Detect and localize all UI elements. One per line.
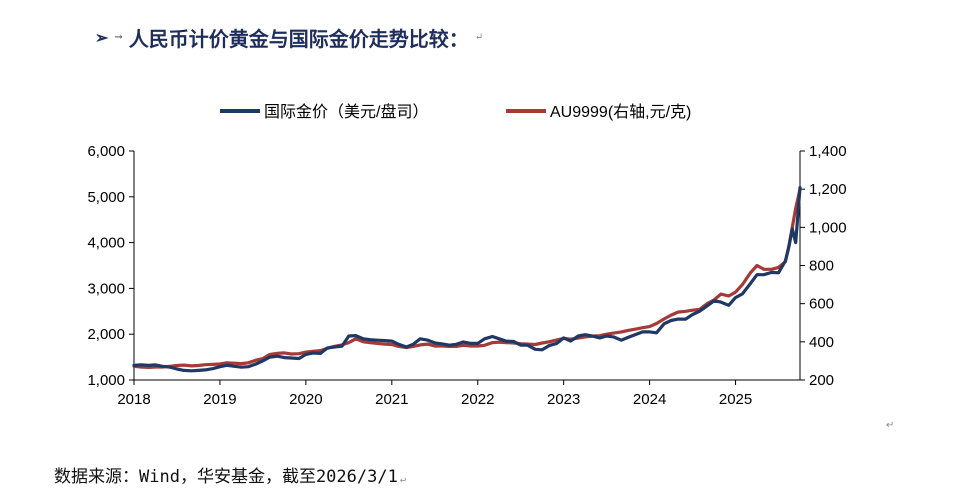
source-text: 数据来源：Wind，华安基金，截至2026/3/1 [54,467,398,487]
y-left-tick-label: 4,000 [87,235,125,252]
x-tick-label: 2021 [375,391,408,408]
y-left-tick-label: 2,000 [87,326,125,343]
y-left-tick-label: 5,000 [87,189,125,206]
y-right-tick-label: 800 [809,258,834,275]
gold-price-chart: 1,000 2,000 3,000 4,000 5,000 6,000 200 400 600 8… [87,102,847,408]
legend-au9999-label: AU9999(右轴,元/克) [550,103,691,121]
x-tick-label: 2025 [719,391,752,408]
y-right-tick-label: 1,400 [809,143,847,160]
x-tick-label: 2019 [203,391,236,408]
paragraph-mark-icon: ↵ [886,420,895,431]
x-tick-label: 2023 [547,391,580,408]
y-right-tick-label: 600 [809,296,834,313]
tab-arrow-icon: → [114,31,123,43]
y-right-tick-label: 200 [809,372,834,389]
y-right-tick-label: 1,000 [809,219,847,236]
x-tick-label: 2020 [289,391,322,408]
paragraph-mark-icon: ↵ [399,474,406,485]
chart-heading: ➢ → 人民币计价黄金与国际金价走势比较： ↵ [95,20,483,54]
x-tick-label: 2022 [461,391,494,408]
source-note: 数据来源：Wind，华安基金，截至2026/3/1 ↵ [54,462,406,487]
y-left-tick-label: 6,000 [87,143,125,160]
y-right-tick-label: 400 [809,334,834,351]
x-tick-label: 2018 [117,391,150,408]
paragraph-mark-icon: ↵ [474,31,484,43]
x-tick-label: 2024 [633,391,666,408]
series-line-intl-gold [132,186,802,373]
y-left-tick-label: 1,000 [87,372,125,389]
arrow-bullet-icon: ➢ [95,27,109,47]
y-left-tick-label: 3,000 [87,280,125,297]
heading-title: 人民币计价黄金与国际金价走势比较： [128,26,469,51]
series-line-au9999 [132,187,802,369]
y-right-tick-label: 1,200 [809,181,847,198]
legend-intl-gold-label: 国际金价（美元/盘司） [264,102,428,121]
